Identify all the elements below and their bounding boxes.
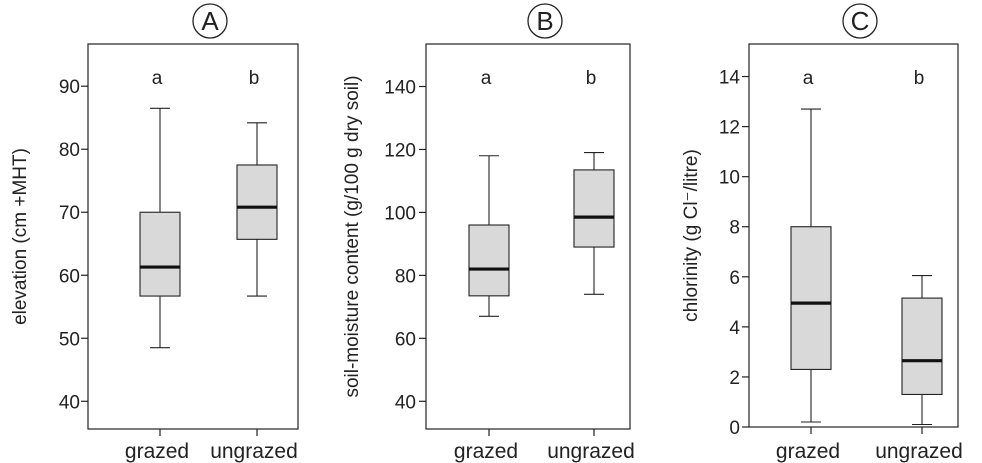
y-tick-label: 80 bbox=[395, 266, 416, 287]
box-ungrazed bbox=[901, 275, 943, 426]
y-tick-label: 90 bbox=[59, 77, 80, 98]
y-tick-label: 60 bbox=[59, 266, 80, 287]
y-tick-label: 100 bbox=[384, 203, 416, 224]
panel-label-circle bbox=[192, 3, 228, 39]
y-tick-label: 12 bbox=[719, 118, 740, 139]
group-letter: b bbox=[586, 68, 597, 89]
box-grazed bbox=[139, 107, 181, 349]
iqr-box bbox=[139, 211, 181, 297]
iqr-box bbox=[790, 226, 832, 370]
panel-label: C bbox=[851, 6, 870, 36]
y-axis-label: soil-moisture content (g/100 g dry soil) bbox=[342, 75, 363, 397]
x-tick-label: grazed bbox=[776, 440, 840, 463]
panel-b: B 40 60 80 100 120 140 soil-moisture content (g… bbox=[342, 3, 635, 463]
group-letter: b bbox=[249, 68, 260, 89]
y-tick-label: 4 bbox=[729, 318, 740, 339]
group-letter: b bbox=[914, 68, 925, 89]
group-letter: a bbox=[803, 68, 814, 89]
panel-a: A 40 50 60 70 80 90 elevation (cm +MHT) a grazed b… bbox=[10, 3, 299, 463]
box-grazed bbox=[468, 155, 510, 317]
iqr-box bbox=[468, 224, 510, 297]
y-tick-label: 40 bbox=[59, 392, 80, 413]
y-tick-label: 10 bbox=[719, 168, 740, 189]
group-letter: a bbox=[152, 68, 163, 89]
y-tick-label: 2 bbox=[729, 368, 740, 389]
y-tick-label: 140 bbox=[384, 77, 416, 98]
panel-label: A bbox=[201, 6, 219, 36]
panel-label: B bbox=[536, 6, 553, 36]
box-ungrazed bbox=[236, 122, 278, 297]
y-tick-label: 60 bbox=[395, 329, 416, 350]
box-grazed bbox=[790, 108, 832, 423]
plot-frame bbox=[87, 43, 299, 430]
panel-label-circle bbox=[527, 3, 563, 39]
y-tick-label: 0 bbox=[729, 418, 740, 439]
group-letter: a bbox=[481, 68, 492, 89]
plot-frame bbox=[748, 43, 959, 428]
iqr-box bbox=[901, 297, 943, 396]
plot-frame bbox=[425, 43, 631, 430]
x-tick-label: ungrazed bbox=[875, 440, 963, 463]
y-tick-label: 40 bbox=[395, 392, 416, 413]
iqr-box bbox=[573, 169, 615, 248]
y-tick-label: 120 bbox=[384, 140, 416, 161]
x-tick-label: grazed bbox=[454, 440, 518, 463]
panel-label-circle bbox=[842, 3, 878, 39]
y-axis-label: chlorinity (g Cl⁻/litre) bbox=[681, 149, 702, 322]
panel-c: C 0 2 4 6 8 10 12 14 chlorinity (g Cl⁻/litre) a gra… bbox=[681, 3, 963, 463]
y-tick-label: 6 bbox=[729, 268, 740, 289]
iqr-box bbox=[236, 164, 278, 240]
y-tick-label: 8 bbox=[729, 218, 740, 239]
y-tick-label: 50 bbox=[59, 329, 80, 350]
box-ungrazed bbox=[573, 152, 615, 295]
x-tick-label: ungrazed bbox=[547, 440, 635, 463]
y-tick-label: 70 bbox=[59, 203, 80, 224]
y-axis-label: elevation (cm +MHT) bbox=[10, 148, 31, 325]
x-tick-label: grazed bbox=[125, 440, 189, 463]
x-tick-label: ungrazed bbox=[210, 440, 298, 463]
y-tick-label: 80 bbox=[59, 140, 80, 161]
y-tick-label: 14 bbox=[719, 68, 741, 89]
